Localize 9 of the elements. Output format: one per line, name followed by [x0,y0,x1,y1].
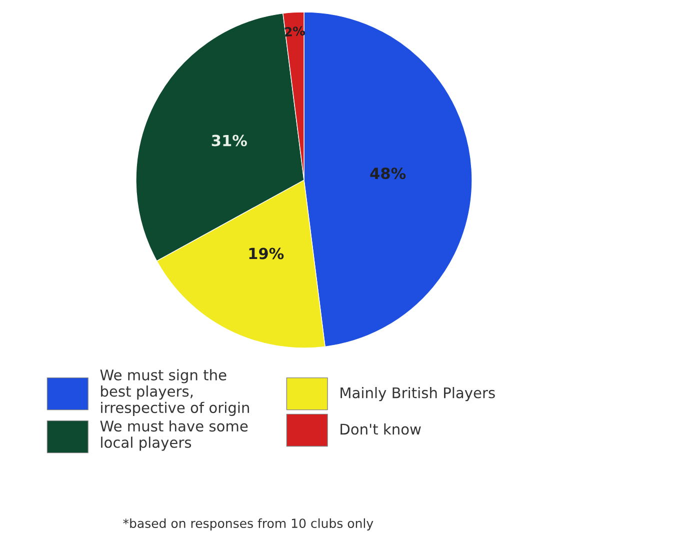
legend-label: Don't know [340,423,421,435]
data-label: 19% [249,248,284,260]
legend-label: Mainly British Players [340,387,495,402]
text: *based on responses from 10 clubs only [123,518,374,530]
data-label: 2% [284,26,306,37]
legend-label: We must sign the best players, irrespective of origin [100,369,249,416]
data-label: 31% [212,134,247,146]
data-label: 48% [370,168,406,180]
legend-label: We must have some local players [100,420,248,451]
